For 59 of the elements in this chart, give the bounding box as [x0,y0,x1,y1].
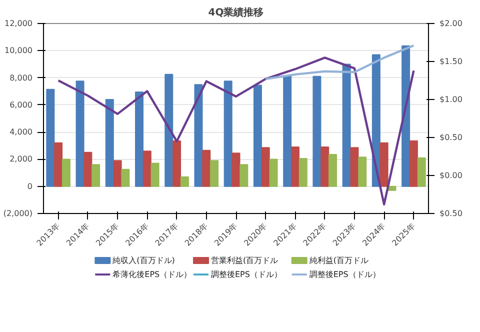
bar [84,152,92,187]
bar [202,150,211,187]
y2-tick-label: $0.50 [440,133,462,142]
bar [409,140,418,187]
chart-title: 4Q業績推移 [208,6,264,18]
bar [194,84,203,187]
legend-label: 営業利益(百万ドル [211,256,278,265]
bar [113,160,122,187]
y2-tick-label: $2.00 [440,19,462,28]
bar [253,84,262,187]
bar [232,152,240,187]
bar [121,168,130,187]
bar [417,157,426,187]
bar [54,142,63,187]
bar [328,154,337,187]
bar [76,80,84,187]
line-series [57,56,415,206]
bar [350,147,359,187]
legend-label: 調整後EPS（ドル） [211,270,282,279]
y-tick-label: (2,000) [3,209,33,218]
bar [261,147,270,187]
bar [290,146,300,187]
y-tick-label: 6,000 [10,100,33,110]
bar [105,99,114,187]
bar [269,158,278,187]
legend-label: 純収入(百万ドル) [112,256,175,265]
bar [224,80,232,187]
bar [150,162,160,187]
y2-tick-label: $0.50 [440,209,462,218]
y-tick-label: 4,000 [10,128,33,137]
bar [320,146,330,187]
bar [142,150,152,187]
bar [92,164,100,187]
bar [210,160,219,187]
y2-tick-label: $1.00 [440,95,462,104]
bar [283,76,292,187]
bar [180,176,189,187]
bar [46,88,55,187]
y-tick-label: 2,000 [10,154,33,164]
bar [298,158,308,187]
bar [358,156,367,187]
bar [172,140,182,187]
bar [312,76,322,187]
legend-label: 希薄化後EPS（ドル） [112,270,192,279]
bar [342,64,351,187]
legend-label: 純利益(百万ドル [309,256,368,265]
line-series [264,44,415,80]
bar [164,74,174,187]
y-tick-label: 8,000 [10,73,33,82]
y2-tick-label: $0.00 [440,171,462,180]
y2-tick-label: $1.50 [440,57,462,66]
bar [380,142,388,187]
y-tick-label: 10,000 [4,46,33,56]
legend-label: 調整後EPS（ドル） [309,270,380,279]
text: 0 [27,182,33,191]
bar [135,92,144,187]
bar [240,164,248,187]
y-tick-label: 12,000 [4,19,33,28]
bar [62,158,70,187]
